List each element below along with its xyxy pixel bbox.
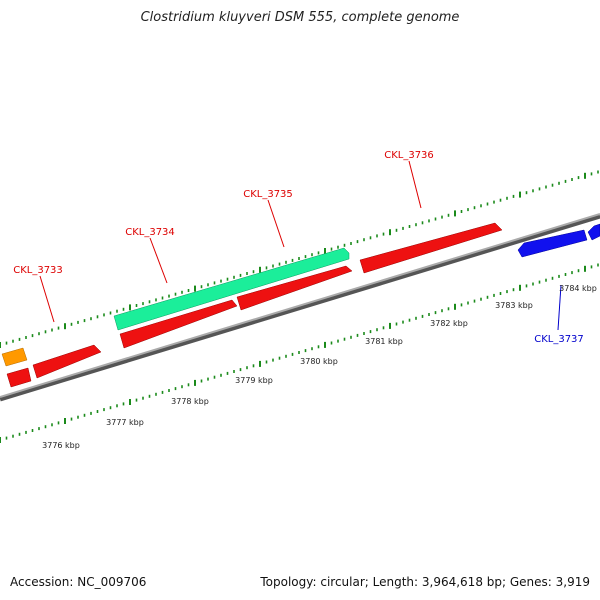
gene-label-ckl-3736[interactable]: CKL_3736 <box>384 150 434 161</box>
gene-label-ckl-3735[interactable]: CKL_3735 <box>243 189 293 200</box>
scale-label: 3779 kbp <box>235 376 273 385</box>
gene-orange[interactable] <box>1 347 28 367</box>
gene-features <box>1 222 600 388</box>
scale-label: 3783 kbp <box>495 301 533 310</box>
gene-ckl-3733-left[interactable] <box>6 367 32 388</box>
scale-label: 3778 kbp <box>171 397 209 406</box>
scale-labels: 3776 kbp 3777 kbp 3778 kbp 3779 kbp 3780… <box>42 284 597 450</box>
gene-ckl-3733[interactable] <box>32 344 102 379</box>
gene-ckl-3736[interactable] <box>359 222 503 274</box>
scale-label: 3784 kbp <box>559 284 597 293</box>
gene-label-ckl-3734[interactable]: CKL_3734 <box>125 227 175 238</box>
scale-label: 3780 kbp <box>300 357 338 366</box>
scale-label: 3776 kbp <box>42 441 80 450</box>
scale-label: 3782 kbp <box>430 319 468 328</box>
scale-label: 3777 kbp <box>106 418 144 427</box>
gene-ckl-3734[interactable] <box>119 299 238 349</box>
upper-tick-track <box>0 170 599 348</box>
gene-labels: CKL_3733 CKL_3734 CKL_3735 CKL_3736 CKL_… <box>13 150 584 345</box>
gene-ckl-3734-green[interactable] <box>113 247 350 331</box>
gene-label-ckl-3733[interactable]: CKL_3733 <box>13 265 63 276</box>
genome-backbone <box>0 213 600 402</box>
scale-label: 3781 kbp <box>365 337 403 346</box>
map-title: Clostridium kluyveri DSM 555, complete g… <box>140 10 460 25</box>
gene-ckl-3738-partial[interactable] <box>587 223 600 241</box>
lower-tick-track <box>0 263 599 443</box>
genome-summary-text: Topology: circular; Length: 3,964,618 bp… <box>260 575 590 589</box>
gene-label-ckl-3737[interactable]: CKL_3737 <box>534 334 584 345</box>
gene-ckl-3737[interactable] <box>517 229 588 258</box>
accession-text: Accession: NC_009706 <box>10 575 147 589</box>
gene-ckl-3735[interactable] <box>236 265 353 311</box>
